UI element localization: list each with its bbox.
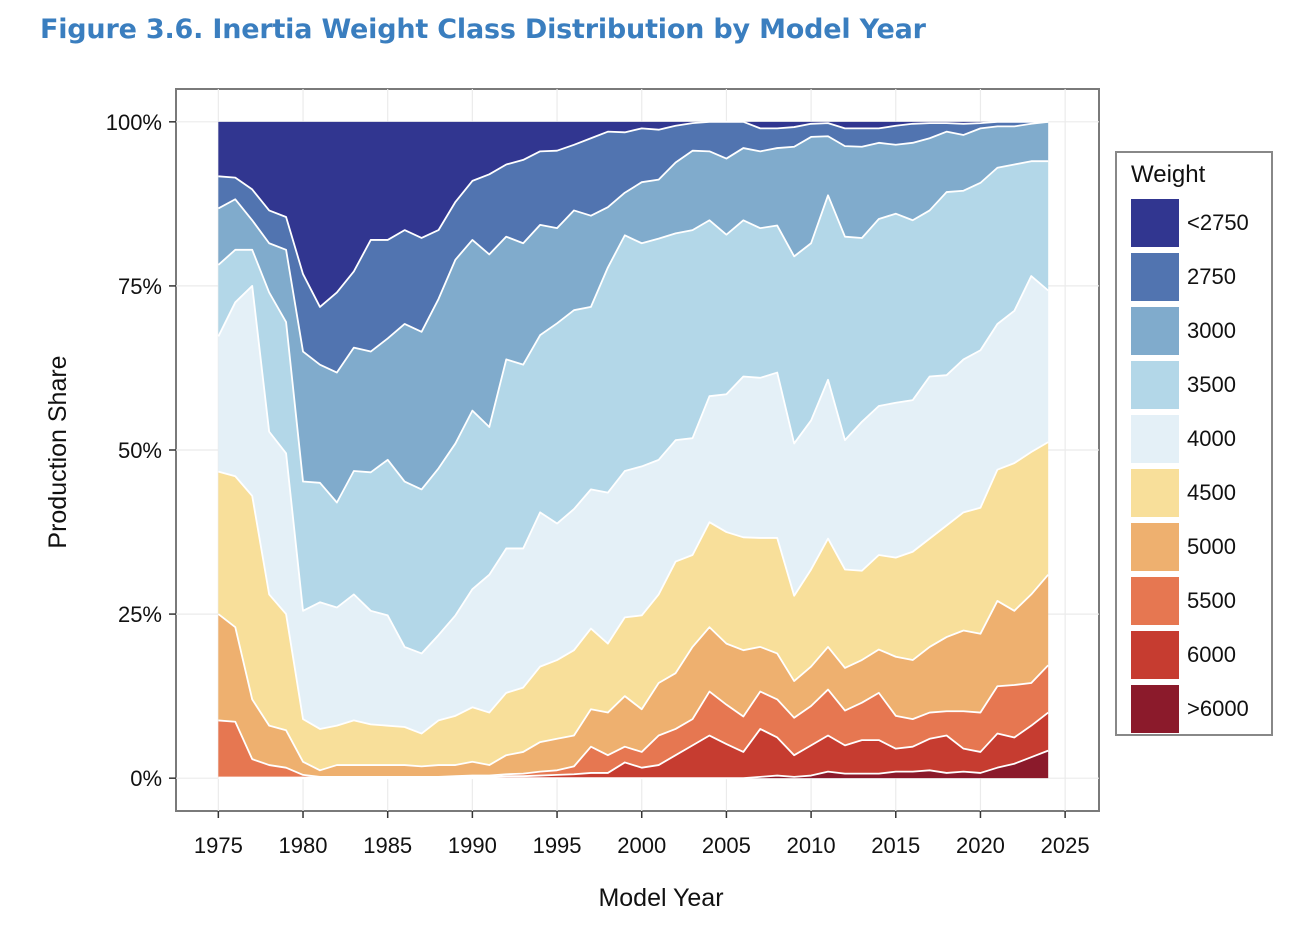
y-axis-ticks: 0% 25% 50% 75% 100% [106, 110, 176, 791]
legend-swatch [1131, 631, 1179, 679]
legend-swatch [1131, 199, 1179, 247]
legend-swatch [1131, 307, 1179, 355]
legend-swatch [1131, 523, 1179, 571]
legend-swatch [1131, 415, 1179, 463]
x-tick-label: 2005 [702, 833, 751, 858]
legend-label: 5500 [1187, 588, 1236, 613]
stacked-areas [217, 120, 1049, 780]
legend: Weight <2750 2750 3000 3500 4000 4500 5000 5500… [1115, 151, 1273, 736]
figure-title: Figure 3.6. Inertia Weight Class Distrib… [40, 14, 926, 45]
legend-swatch [1131, 685, 1179, 733]
y-tick-label: 0% [130, 766, 162, 791]
legend-label: 5000 [1187, 534, 1236, 559]
y-tick-label: 75% [118, 274, 162, 299]
area-4500 [218, 442, 1049, 771]
x-tick-label: 2015 [871, 833, 920, 858]
x-tick-label: 1985 [363, 833, 412, 858]
legend-label: 6000 [1187, 642, 1236, 667]
area-2750 [218, 121, 1049, 373]
legend-label: 4500 [1187, 480, 1236, 505]
area-lt2750 [218, 121, 1049, 307]
area-3500 [218, 161, 1049, 654]
x-tick-label: 2025 [1041, 833, 1090, 858]
x-tick-label: 2020 [956, 833, 1005, 858]
area-5500 [218, 665, 1049, 778]
y-axis-label: Production Share [44, 355, 72, 548]
x-tick-label: 1975 [194, 833, 243, 858]
boundary-3500 [217, 160, 1049, 504]
legend-label: 3000 [1187, 318, 1236, 343]
boundary-5000 [217, 574, 1049, 772]
boundary-2750 [218, 120, 1049, 308]
boundary-4000 [217, 275, 1049, 655]
x-axis-label: Model Year [598, 884, 723, 912]
x-tick-label: 1980 [279, 833, 328, 858]
x-axis-ticks: 1975 1980 1985 1990 1995 2000 2005 2010 2015 2020… [194, 811, 1090, 858]
legend-swatch [1131, 469, 1179, 517]
legend-swatch [1131, 253, 1179, 301]
boundary-4500 [218, 441, 1049, 735]
area-gt6000 [218, 750, 1049, 779]
legend-swatch [1131, 361, 1179, 409]
legend-title: Weight [1131, 161, 1206, 188]
x-tick-label: 1990 [448, 833, 497, 858]
legend-label: <2750 [1187, 210, 1249, 235]
x-tick-label: 1995 [533, 833, 582, 858]
area-6000 [218, 712, 1049, 779]
boundary-3000 [217, 120, 1049, 374]
legend-label: 3500 [1187, 372, 1236, 397]
x-tick-label: 2010 [787, 833, 836, 858]
y-tick-label: 100% [106, 110, 162, 135]
legend-label: 2750 [1187, 264, 1236, 289]
area-5000 [218, 574, 1049, 777]
legend-swatch [1131, 577, 1179, 625]
y-tick-label: 50% [118, 438, 162, 463]
legend-label: 4000 [1187, 426, 1236, 451]
area-3000 [218, 121, 1049, 503]
area-4000 [218, 276, 1049, 734]
y-tick-label: 25% [118, 602, 162, 627]
legend-label: >6000 [1187, 696, 1249, 721]
x-tick-label: 2000 [617, 833, 666, 858]
boundary-5500 [218, 664, 1049, 778]
